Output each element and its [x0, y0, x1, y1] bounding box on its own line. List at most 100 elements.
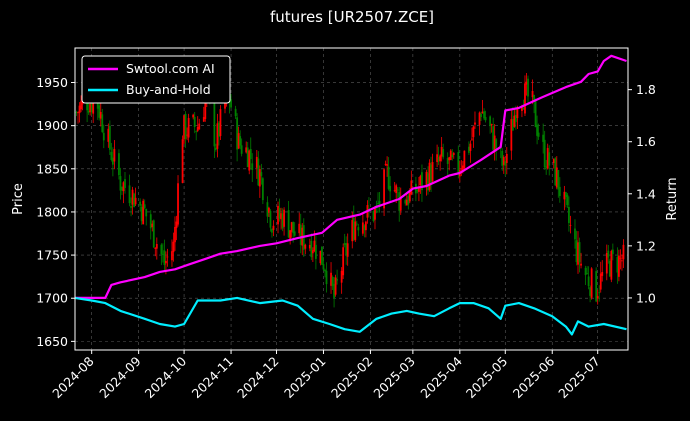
candle-body [213, 99, 216, 147]
x-tick-label: 2025-01 [281, 354, 329, 402]
candle-body [490, 124, 493, 126]
candle-body [268, 207, 270, 213]
candle-body [143, 204, 146, 209]
candle-body [555, 167, 558, 188]
x-tick-label: 2025-05 [463, 354, 511, 402]
candle-body [527, 78, 529, 97]
candle-body [322, 264, 325, 270]
candle-body [186, 134, 189, 136]
candle-body [421, 172, 423, 191]
candle-body [204, 99, 207, 120]
candle-body [439, 155, 442, 162]
candle-body [463, 150, 466, 169]
candle-body [404, 200, 407, 204]
candle-body [481, 111, 484, 114]
candle-body [569, 225, 572, 226]
candle-body [610, 251, 613, 280]
candle-body [513, 115, 516, 127]
candle-body [586, 273, 588, 275]
candle-body [183, 115, 185, 140]
candle-body [372, 211, 375, 222]
candle-body [387, 166, 390, 189]
y-left-tick-label: 1700 [36, 291, 68, 306]
candle-body [133, 193, 135, 208]
candle-body [101, 114, 104, 133]
candle-body [145, 208, 148, 217]
candle-body [430, 164, 432, 184]
candle-body [616, 256, 619, 273]
candle-body [258, 169, 261, 187]
candle-body [249, 149, 252, 160]
candle-body [461, 165, 464, 171]
candle-body [257, 158, 260, 186]
candle-body [165, 260, 167, 264]
candle-body [416, 189, 419, 192]
candle-body [234, 108, 237, 117]
candle-body [155, 244, 158, 249]
candle-body [266, 202, 269, 217]
candle-body [596, 296, 599, 299]
candle-body [399, 196, 402, 211]
candle-body [374, 208, 376, 220]
candle-body [357, 227, 360, 231]
candle-body [130, 206, 132, 208]
candle-body [419, 175, 422, 186]
candle-body [330, 272, 332, 286]
candle-body [198, 123, 201, 130]
candle-body [590, 268, 593, 298]
candle-body [304, 244, 307, 249]
candle-body [534, 99, 537, 128]
candle-body [98, 105, 101, 118]
candle-body [375, 205, 378, 206]
candle-body [618, 255, 620, 277]
candle-body [378, 200, 381, 205]
candle-body [184, 113, 187, 139]
candle-body [313, 240, 316, 252]
candle-body [142, 200, 145, 225]
candle-body [87, 110, 90, 113]
candle-body [552, 159, 555, 163]
candle-body [428, 162, 431, 190]
candle-body [383, 169, 385, 209]
candle-body [410, 180, 413, 195]
candle-body [548, 152, 551, 166]
candle-body [336, 279, 339, 281]
candle-body [255, 156, 258, 168]
series-line-bh [74, 296, 627, 336]
candle-body [110, 151, 113, 160]
candle-body [89, 103, 92, 113]
candle-body [292, 221, 295, 234]
candle-body [601, 271, 604, 276]
candle-body [574, 228, 576, 240]
candle-body [236, 117, 239, 150]
candle-body [195, 131, 198, 132]
candle-body [272, 225, 275, 230]
candle-body [86, 102, 89, 111]
candle-body [510, 119, 513, 151]
candle-body [554, 158, 557, 186]
candle-body [149, 214, 152, 229]
candle-body [260, 172, 263, 177]
y-axis-left-label: Price [11, 183, 26, 215]
candle-body [474, 122, 476, 125]
candle-body [216, 123, 219, 149]
candle-body [314, 244, 317, 259]
candle-body [102, 132, 105, 141]
candle-body [502, 156, 505, 165]
candle-body [107, 128, 110, 142]
candle-body [484, 117, 487, 121]
candle-body [161, 254, 164, 256]
candle-body [407, 195, 410, 205]
candle-body [531, 90, 534, 98]
candle-body [240, 145, 243, 154]
candle-body [192, 114, 195, 118]
candle-body [440, 146, 443, 157]
candle-body [119, 176, 122, 191]
y-right-tick-label: 1.2 [636, 238, 656, 253]
candle-body [408, 190, 411, 202]
candle-body [248, 150, 251, 171]
candle-body [298, 223, 301, 234]
candle-body [333, 283, 335, 299]
candle-body [525, 81, 528, 85]
